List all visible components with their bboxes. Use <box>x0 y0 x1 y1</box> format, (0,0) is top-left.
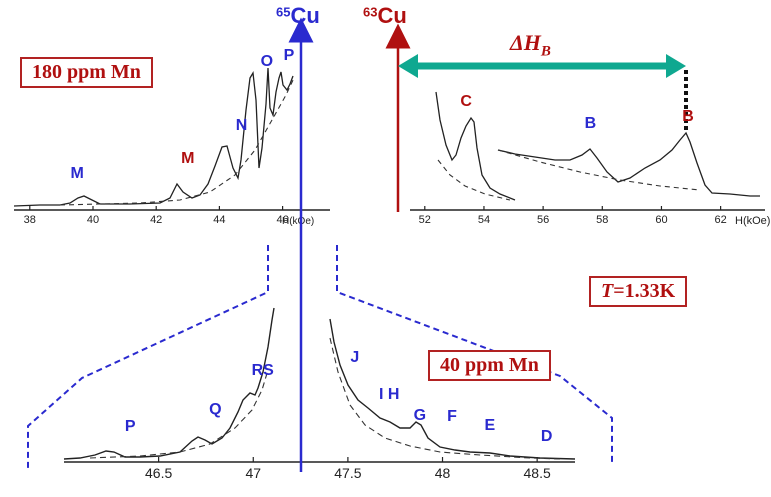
concentration-180-box: 180 ppm Mn <box>20 57 153 88</box>
peak-label: P <box>125 418 136 435</box>
bottom-tick-label: 48.5 <box>524 465 551 481</box>
bottom-left-baseline <box>89 369 269 459</box>
delta-hb-sub: B <box>540 43 551 60</box>
peak-label: E <box>484 417 495 434</box>
top-right-tick-label: 52 <box>419 214 431 226</box>
bottom-plot: 46.5 47 47.5 48 48.5 <box>63 307 576 481</box>
bottom-right-trace <box>329 318 576 460</box>
cu63-mass: 63 <box>363 4 378 20</box>
delta-hb-arrow <box>398 54 686 78</box>
top-left-tick-label: 38 <box>24 214 36 226</box>
bottom-tick-label: 47.5 <box>334 465 361 481</box>
top-left-xlabel: H(kOe) <box>282 216 314 227</box>
b-line-trace <box>497 131 760 197</box>
delta-hb-main: ΔH <box>510 30 541 55</box>
cu65-label: 65Cu <box>276 3 320 29</box>
cu63-symbol: Cu <box>377 3 407 28</box>
bottom-left-trace <box>63 307 275 460</box>
top-left-plot: 38 40 42 44 46 H(kOe) <box>13 67 330 227</box>
top-left-tick-label: 44 <box>213 214 225 226</box>
top-right-tick-label: 60 <box>655 214 667 226</box>
peak-label: M <box>71 165 84 182</box>
zoom-right-connector <box>336 245 613 465</box>
concentration-40-box: 40 ppm Mn <box>428 350 551 381</box>
b-line-baseline <box>497 149 701 191</box>
bottom-tick-label: 48 <box>435 465 451 481</box>
bottom-right-baseline <box>329 337 561 460</box>
peak-label: O <box>261 53 273 70</box>
peak-label: M <box>181 150 194 167</box>
top-left-tick-label: 42 <box>150 214 162 226</box>
peak-label: Q <box>209 401 221 418</box>
peak-label: RS <box>252 362 275 379</box>
top-right-tick-label: 56 <box>537 214 549 226</box>
top-right-xlabel: H(kOe) <box>735 215 770 227</box>
zoom-left-connector <box>27 245 269 470</box>
temperature-box: T=1.33K <box>589 276 688 307</box>
top-left-tick-label: 40 <box>87 214 99 226</box>
delta-hb-label: ΔHB <box>510 30 551 60</box>
bottom-tick-label: 46.5 <box>145 465 172 481</box>
cu63-label: 63Cu <box>363 3 407 29</box>
top-right-tick-label: 62 <box>715 214 727 226</box>
top-left-tick-label: 46 <box>276 214 288 226</box>
peak-label: P <box>284 47 295 64</box>
zoom-connectors <box>27 245 613 470</box>
top-left-trace <box>13 67 294 207</box>
cu65-symbol: Cu <box>290 3 320 28</box>
peak-label: D <box>541 428 553 445</box>
top-right-plot: 52 54 56 58 60 62 H(kOe) <box>410 70 770 227</box>
peak-label: I H <box>379 386 399 403</box>
temperature-text: T=1.33K <box>601 280 676 302</box>
peak-label: G <box>414 407 426 424</box>
cu65-mass: 65 <box>276 4 291 20</box>
bottom-tick-label: 47 <box>245 465 261 481</box>
peak-label: B <box>682 108 694 125</box>
peak-label: B <box>585 115 597 132</box>
peak-label: F <box>447 408 457 425</box>
top-right-tick-label: 58 <box>596 214 608 226</box>
peak-label: C <box>460 93 472 110</box>
peak-label: J <box>350 349 359 366</box>
top-left-baseline <box>59 77 295 206</box>
peak-label: N <box>236 117 248 134</box>
top-right-tick-label: 54 <box>478 214 490 226</box>
c-line-baseline <box>437 159 511 201</box>
c-line-trace <box>435 91 516 201</box>
